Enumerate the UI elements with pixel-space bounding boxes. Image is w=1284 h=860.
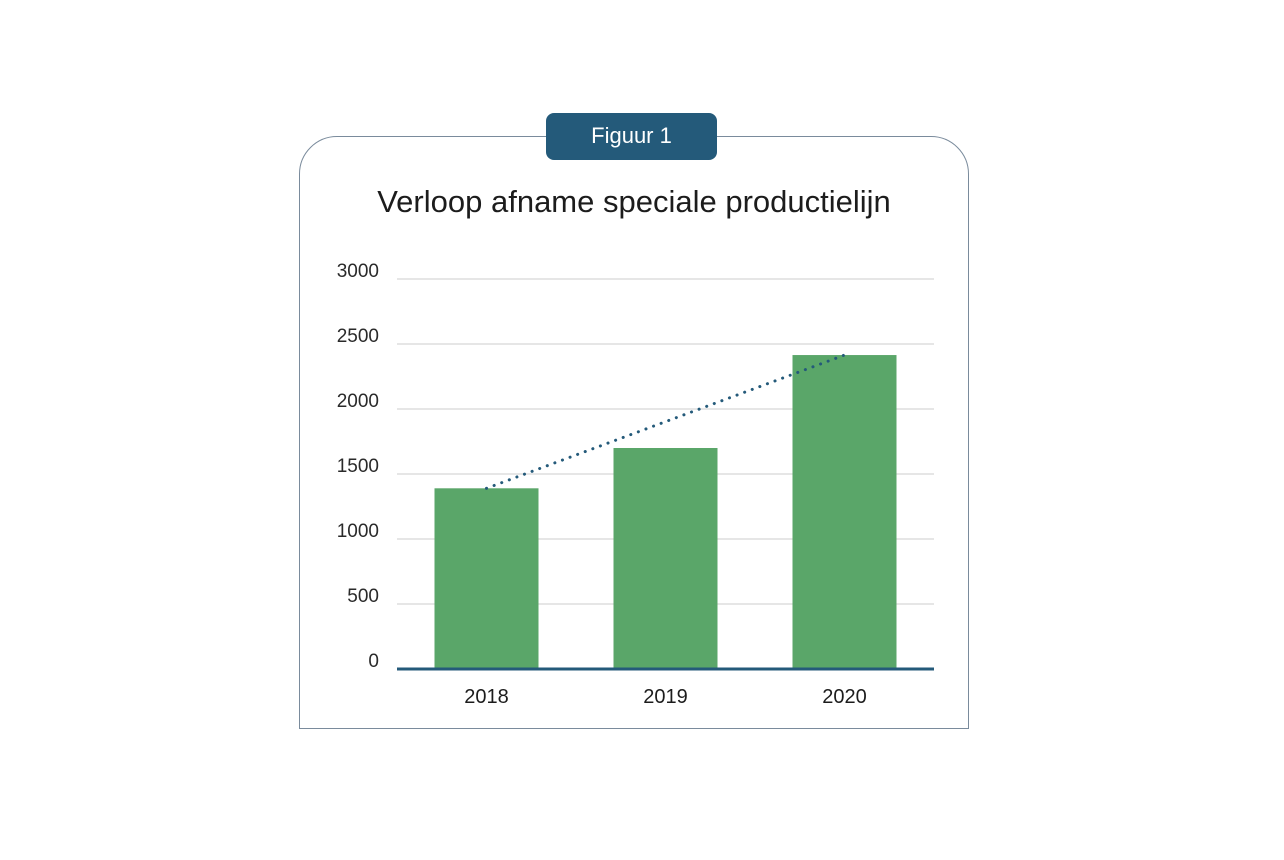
y-tick-label: 2000	[337, 391, 379, 412]
y-tick-label: 1000	[337, 521, 379, 542]
bar-2019	[613, 448, 718, 669]
chart-title: Verloop afname speciale productielijn	[377, 184, 891, 219]
y-tick-label: 2500	[337, 326, 379, 347]
bar-2020	[792, 355, 897, 669]
trendline-layer	[485, 353, 846, 490]
y-tick-label: 500	[347, 586, 379, 607]
trendline	[485, 353, 846, 490]
bar-layer	[434, 355, 897, 669]
x-tick-label: 2020	[822, 686, 867, 708]
x-tick-label: 2019	[643, 686, 688, 708]
bar-2018	[434, 488, 539, 669]
y-tick-label: 3000	[337, 261, 379, 282]
x-tick-label: 2018	[464, 686, 509, 708]
x-axis-ticks: 2018 2019 2020	[464, 686, 867, 708]
y-tick-label: 0	[368, 651, 379, 672]
figure-badge: Figuur 1	[546, 113, 717, 160]
y-tick-label: 1500	[337, 456, 379, 477]
y-axis-ticks: 0 500 1000 1500 2000 2500 3000	[337, 261, 379, 672]
